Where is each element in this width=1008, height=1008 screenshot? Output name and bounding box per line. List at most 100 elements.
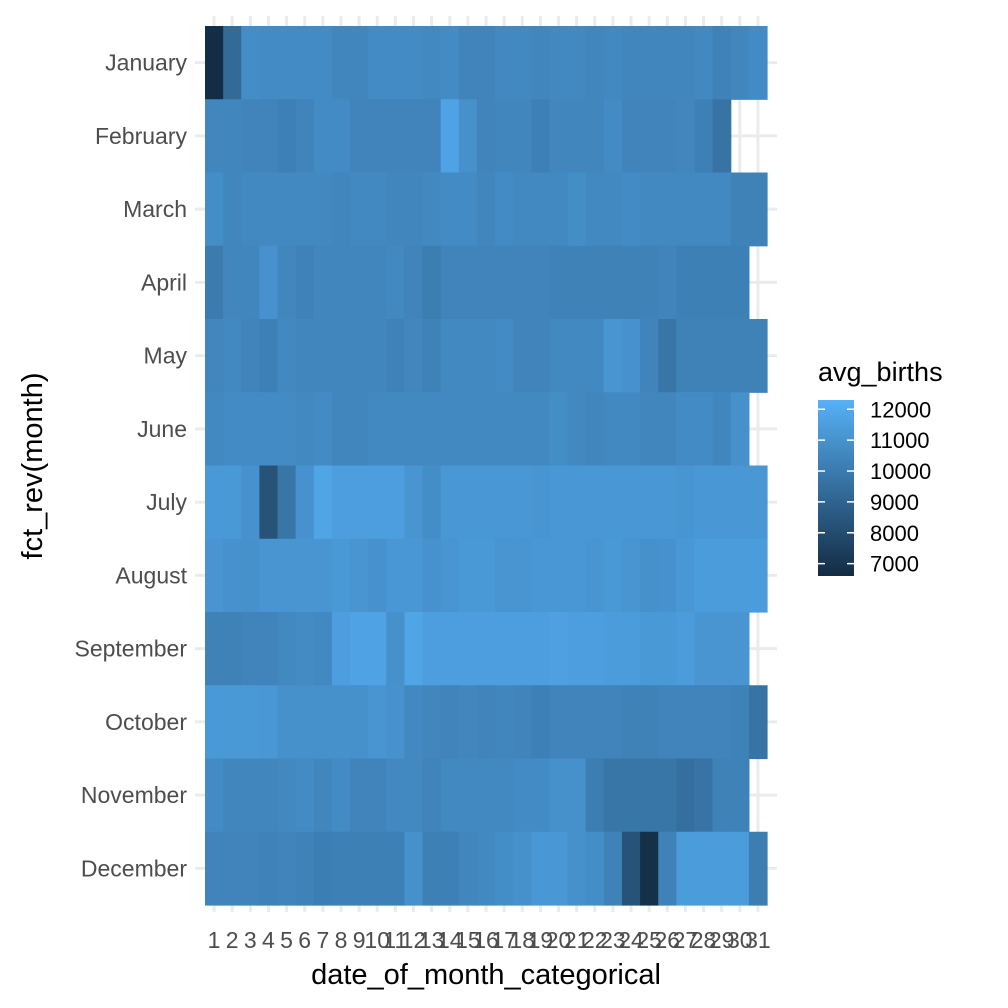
heatmap-tile [313,612,333,686]
heatmap-tile [295,245,315,320]
heatmap-tile [458,26,478,100]
heatmap-tile [676,758,696,833]
heatmap-tile [513,612,532,686]
heatmap-tile [259,26,279,100]
heatmap-tile [513,831,532,906]
heatmap-tile [404,319,424,393]
legend-label: 7000 [870,552,919,577]
heatmap-tile [495,245,514,320]
heatmap-tile [694,26,714,100]
heatmap-tile [640,685,659,760]
heatmap-tile [259,465,279,540]
heatmap-tile [712,758,732,833]
heatmap-tile [422,685,442,760]
heatmap-tile [295,612,315,686]
heatmap-tile [694,612,714,686]
heatmap-tile [549,245,569,320]
heatmap-tile [223,612,242,686]
heatmap-tile [730,685,750,760]
heatmap-tile [748,831,768,906]
heatmap-tile [640,99,659,174]
heatmap-tile [386,26,406,100]
y-tick-label: August [115,562,187,588]
heatmap-tile [476,392,496,467]
heatmap-tile [386,319,406,393]
legend-label: 10000 [870,459,931,484]
heatmap-tile [694,245,714,320]
heatmap-tile [585,26,605,100]
x-tick-label: 10 [364,927,390,953]
heatmap-tile [748,172,768,247]
heatmap-tile [313,319,333,393]
heatmap-tile [404,99,424,174]
heatmap-tile [603,831,623,906]
heatmap-tile [440,319,460,393]
heatmap-tile [658,245,677,320]
heatmap-tile [386,612,406,686]
heatmap-tile [331,685,351,760]
heatmap-tile [422,319,442,393]
heatmap-tile [694,392,714,467]
heatmap-tile [748,538,768,613]
heatmap-tile [603,319,623,393]
heatmap-tile [386,758,406,833]
heatmap-tile [567,758,587,833]
heatmap-tile [331,172,351,247]
heatmap-tile [259,245,279,320]
heatmap-tile [640,465,659,540]
heatmap-tile [748,319,768,393]
heatmap-tile [531,465,551,540]
heatmap-tile [313,538,333,613]
heatmap-tile [712,831,732,906]
x-tick-label: 16 [473,927,499,953]
heatmap-tile [676,319,696,393]
heatmap-tile [640,831,659,906]
heatmap-tile [712,26,732,100]
heatmap-tile [621,392,641,467]
heatmap-tile [658,392,677,467]
heatmap-tile [386,538,406,613]
heatmap-tile [730,538,750,613]
heatmap-tile [223,758,242,833]
heatmap-tile [621,172,641,247]
heatmap-tile [676,26,696,100]
x-tick-label: 28 [691,927,717,953]
heatmap-tile [603,245,623,320]
heatmap-tile [350,99,369,174]
x-tick-label: 31 [745,927,771,953]
heatmap-tile [676,245,696,320]
heatmap-tile [241,319,260,393]
heatmap-tile [513,758,532,833]
heatmap-tile [531,319,551,393]
x-tick-label: 27 [673,927,699,953]
heatmap-tile [603,26,623,100]
heatmap-tile [476,538,496,613]
heatmap-tile [223,99,242,174]
heatmap-tile [621,465,641,540]
heatmap-tile [331,245,351,320]
heatmap-tile [241,758,260,833]
heatmap-tile [495,99,514,174]
heatmap-tile [404,172,424,247]
heatmap-tile [567,172,587,247]
heatmap-tile [567,26,587,100]
heatmap-tile [694,99,714,174]
heatmap-tiles [205,26,768,906]
heatmap-tile [585,319,605,393]
heatmap-tile [205,685,224,760]
heatmap-tile [621,831,641,906]
heatmap-tile [513,319,532,393]
x-tick-label: 22 [582,927,608,953]
x-tick-label: 1 [208,927,221,953]
heatmap-tile [585,685,605,760]
heatmap-tile [458,758,478,833]
heatmap-tile [476,245,496,320]
heatmap-tile [295,685,315,760]
y-tick-label: June [137,416,187,442]
heatmap-tile [440,99,460,174]
heatmap-tile [223,172,242,247]
heatmap-tile [313,26,333,100]
heatmap-tile [730,465,750,540]
heatmap-tile [513,26,532,100]
